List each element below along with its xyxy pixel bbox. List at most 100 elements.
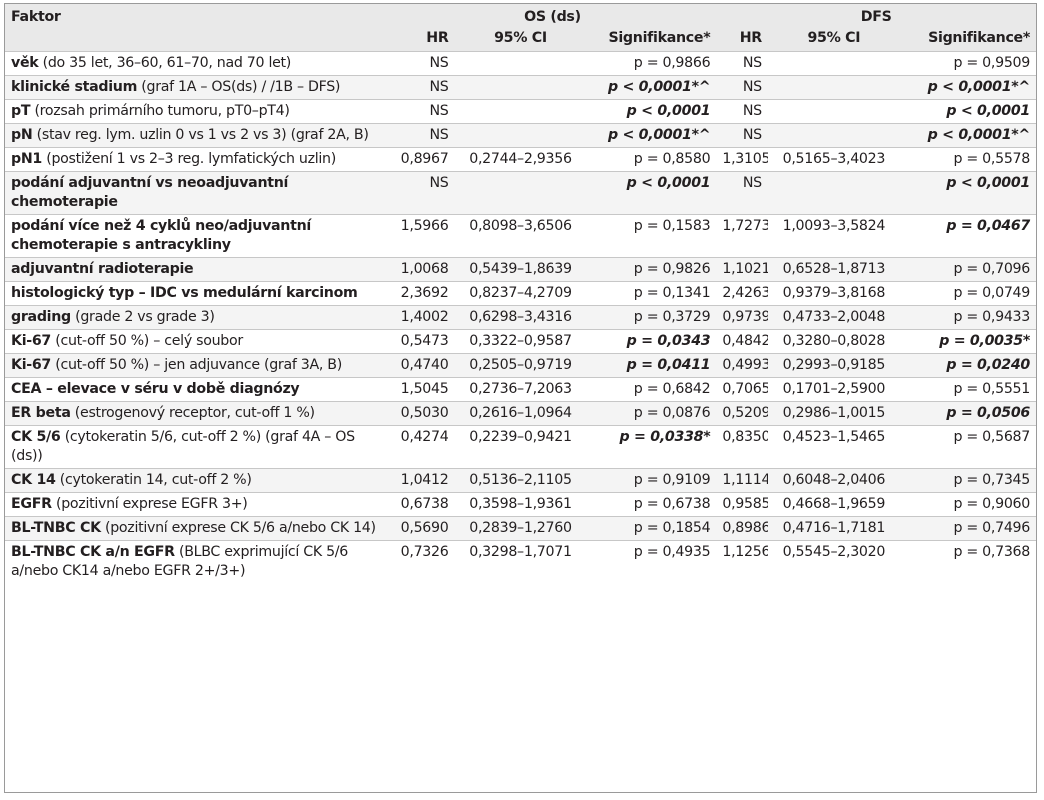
factor-detail: (cytokeratin 14, cut-off 2 %) [55, 472, 252, 488]
dfs-hr-cell: 0,8350 [716, 425, 768, 469]
factor-detail: (rozsah primárního tumoru, pT0–pT4) [30, 103, 290, 119]
os-hr-cell: 1,5966 [388, 214, 455, 258]
dfs-hr-cell: 1,1256 [716, 540, 768, 583]
os-hr-cell: 1,0412 [388, 468, 455, 493]
table-row: pT (rozsah primárního tumoru, pT0–pT4) NS… [5, 99, 1036, 124]
dfs-sig-cell: p < 0,0001 [899, 99, 1036, 124]
dfs-sig-cell: p = 0,7345 [899, 468, 1036, 493]
table-row: Ki-67 (cut-off 50 %) – celý soubor 0,5473… [5, 329, 1036, 354]
factor-name: BL-TNBC CK a/n EGFR [11, 544, 175, 560]
os-ci-cell [454, 51, 587, 76]
dfs-sig-cell: p < 0,0001 [899, 171, 1036, 215]
header-os-hr: HR [388, 29, 455, 52]
factor-name: klinické stadium [11, 79, 138, 95]
dfs-ci-cell: 0,4668–1,9659 [767, 492, 900, 517]
table-header: Faktor OS (ds) DFS HR 95% CI Signifikanc… [5, 4, 1036, 52]
dfs-hr-cell: 1,3105 [716, 147, 768, 172]
table-row: adjuvantní radioterapie 1,0068 0,5439–1,86… [5, 257, 1036, 282]
header-dfs-sig: Signifikance* [899, 29, 1036, 52]
dfs-hr-cell: 1,1021 [716, 257, 768, 282]
factor-cell: věk (do 35 let, 36–60, 61–70, nad 70 let… [5, 51, 389, 76]
os-sig-cell: p < 0,0001*^ [586, 75, 717, 100]
os-sig-cell: p = 0,3729 [586, 305, 717, 330]
factor-name: grading [11, 309, 71, 325]
dfs-sig-cell: p = 0,9060 [899, 492, 1036, 517]
os-hr-cell: 0,4740 [388, 353, 455, 378]
factor-detail: (cut-off 50 %) – celý soubor [51, 333, 243, 349]
dfs-hr-cell: 1,7273 [716, 214, 768, 258]
table-row: podání více než 4 cyklů neo/adjuvantní c… [5, 214, 1036, 258]
header-dfs-hr: HR [716, 29, 768, 52]
os-hr-cell: NS [388, 171, 455, 215]
factor-detail: (postižení 1 vs 2–3 reg. lymfatických uz… [42, 151, 336, 167]
os-hr-cell: NS [388, 75, 455, 100]
factor-cell: klinické stadium (graf 1A – OS(ds) / /1B… [5, 75, 389, 100]
results-table: Faktor OS (ds) DFS HR 95% CI Signifikanc… [5, 4, 1036, 583]
os-sig-cell: p < 0,0001 [586, 99, 717, 124]
factor-cell: ER beta (estrogenový receptor, cut-off 1… [5, 401, 389, 426]
os-hr-cell: 1,4002 [388, 305, 455, 330]
os-hr-cell: 0,7326 [388, 540, 455, 583]
os-ci-cell: 0,3322–0,9587 [454, 329, 587, 354]
factor-detail: (pozitivní exprese CK 5/6 a/nebo CK 14) [100, 520, 376, 536]
factor-name: BL-TNBC CK [11, 520, 101, 536]
os-ci-cell [454, 171, 587, 215]
os-ci-cell: 0,2239–0,9421 [454, 425, 587, 469]
factor-name: pT [11, 103, 31, 119]
factor-name: adjuvantní radioterapie [11, 261, 194, 277]
dfs-hr-cell: 0,5209 [716, 401, 768, 426]
dfs-ci-cell: 0,5165–3,4023 [767, 147, 900, 172]
factor-cell: EGFR (pozitivní exprese EGFR 3+) [5, 492, 389, 517]
factor-cell: podání adjuvantní vs neoadjuvantní chemo… [5, 171, 389, 215]
dfs-hr-cell: 0,9739 [716, 305, 768, 330]
dfs-hr-cell: 0,8986 [716, 516, 768, 541]
os-ci-cell: 0,2505–0,9719 [454, 353, 587, 378]
table-row: BL-TNBC CK (pozitivní exprese CK 5/6 a/n… [5, 516, 1036, 541]
factor-detail: (graf 1A – OS(ds) / /1B – DFS) [137, 79, 341, 95]
os-ci-cell: 0,5136–2,1105 [454, 468, 587, 493]
factor-cell: podání více než 4 cyklů neo/adjuvantní c… [5, 214, 389, 258]
os-ci-cell: 0,8237–4,2709 [454, 281, 587, 306]
table-row: EGFR (pozitivní exprese EGFR 3+) 0,6738 0,… [5, 492, 1036, 517]
os-ci-cell: 0,3298–1,7071 [454, 540, 587, 583]
dfs-sig-cell: p = 0,9509 [899, 51, 1036, 76]
os-ci-cell: 0,3598–1,9361 [454, 492, 587, 517]
os-sig-cell: p = 0,0338* [586, 425, 717, 469]
table-row: ER beta (estrogenový receptor, cut-off 1… [5, 401, 1036, 426]
dfs-ci-cell: 1,0093–3,5824 [767, 214, 900, 258]
factor-detail: (cut-off 50 %) – jen adjuvance (graf 3A,… [51, 357, 342, 373]
factor-cell: pN1 (postižení 1 vs 2–3 reg. lymfatickýc… [5, 147, 389, 172]
factor-name: věk [11, 55, 39, 71]
os-ci-cell: 0,2616–1,0964 [454, 401, 587, 426]
factor-detail: (cytokeratin 5/6, cut-off 2 %) (graf 4A … [11, 429, 355, 464]
dfs-ci-cell: 0,2986–1,0015 [767, 401, 900, 426]
header-dfs-ci: 95% CI [767, 29, 900, 52]
dfs-hr-cell: 0,9585 [716, 492, 768, 517]
os-sig-cell: p < 0,0001 [586, 171, 717, 215]
factor-name: pN [11, 127, 33, 143]
table-row: grading (grade 2 vs grade 3) 1,4002 0,6298… [5, 305, 1036, 330]
os-sig-cell: p = 0,9109 [586, 468, 717, 493]
dfs-ci-cell: 0,4733–2,0048 [767, 305, 900, 330]
os-ci-cell [454, 75, 587, 100]
dfs-hr-cell: 0,4842 [716, 329, 768, 354]
table-row: BL-TNBC CK a/n EGFR (BLBC exprimující CK… [5, 540, 1036, 583]
header-os-group: OS (ds) [388, 4, 717, 29]
os-hr-cell: 0,5473 [388, 329, 455, 354]
factor-cell: BL-TNBC CK (pozitivní exprese CK 5/6 a/n… [5, 516, 389, 541]
os-sig-cell: p = 0,1583 [586, 214, 717, 258]
os-sig-cell: p = 0,4935 [586, 540, 717, 583]
os-hr-cell: 0,8967 [388, 147, 455, 172]
table-row: klinické stadium (graf 1A – OS(ds) / /1B… [5, 75, 1036, 100]
factor-name: Ki-67 [11, 357, 51, 373]
os-ci-cell: 0,6298–3,4316 [454, 305, 587, 330]
os-sig-cell: p = 0,9826 [586, 257, 717, 282]
factor-name: CK 5/6 [11, 429, 61, 445]
os-sig-cell: p = 0,1341 [586, 281, 717, 306]
os-hr-cell: 0,5030 [388, 401, 455, 426]
os-sig-cell: p = 0,0876 [586, 401, 717, 426]
dfs-sig-cell: p = 0,7096 [899, 257, 1036, 282]
factor-cell: CEA – elevace v séru v době diagnózy [5, 377, 389, 402]
dfs-ci-cell: 0,3280–0,8028 [767, 329, 900, 354]
factor-cell: Ki-67 (cut-off 50 %) – celý soubor [5, 329, 389, 354]
